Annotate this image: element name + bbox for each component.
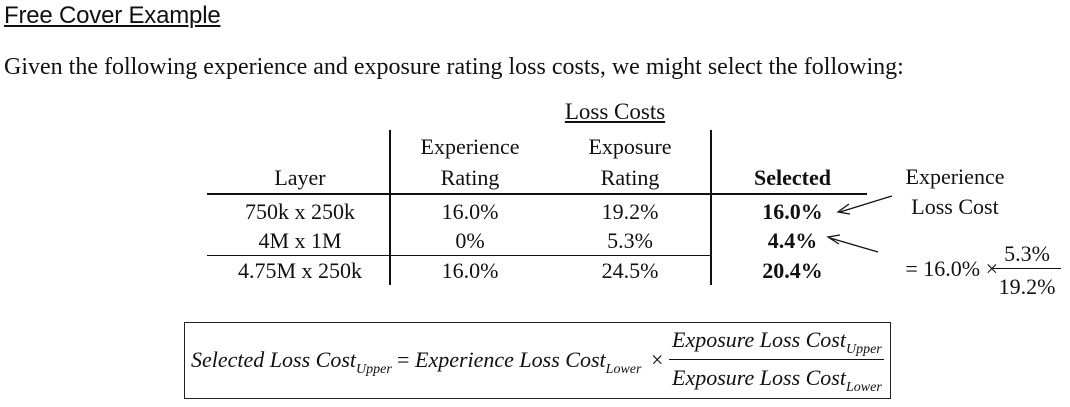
table-row-1-selected: 16.0%: [762, 199, 823, 224]
annotation-arrows: [826, 195, 893, 253]
header-exposure-line1: Exposure: [588, 134, 672, 159]
table-row-3-experience: 16.0%: [441, 258, 499, 283]
formula-num-sub: Upper: [845, 342, 882, 357]
formula-numerator: Exposure Loss CostUpper: [672, 327, 882, 358]
header-experience-line2: Rating: [440, 165, 500, 190]
table-row-2-layer: 4M x 1M: [258, 228, 342, 253]
formula-mid: Experience Loss CostLower: [415, 347, 641, 378]
header-exposure-line2: Rating: [600, 165, 660, 190]
formula-lhs-text: Selected Loss Cost: [191, 347, 356, 372]
formula-den-text: Exposure Loss Cost: [672, 365, 846, 390]
formula-lhs-sub: Upper: [356, 362, 392, 377]
annotation-calc-denominator: 19.2%: [998, 274, 1056, 299]
page-title: Free Cover Example: [4, 2, 221, 29]
loss-costs-header: Loss Costs: [564, 99, 666, 124]
formula-times: ×: [651, 347, 664, 372]
formula-fraction-bar: [669, 359, 884, 361]
table-row-3-exposure: 24.5%: [601, 258, 659, 283]
annotation-label-line2: Loss Cost: [911, 194, 999, 219]
table-row-3-layer: 4.75M x 250k: [237, 258, 363, 283]
formula-equals: =: [397, 347, 410, 372]
arrow-to-row2-head: [826, 234, 841, 245]
table-row-2-experience: 0%: [455, 228, 485, 253]
formula-denominator: Exposure Loss CostLower: [672, 365, 882, 396]
table-row-1-layer: 750k x 250k: [245, 199, 355, 224]
formula-mid-sub: Lower: [605, 362, 642, 377]
header-experience-line1: Experience: [420, 134, 520, 159]
divider-right: [710, 130, 712, 285]
header-layer: Layer: [274, 165, 326, 190]
row-rule: [207, 255, 712, 256]
intro-text: Given the following experience and expos…: [4, 54, 904, 80]
table-row-1-experience: 16.0%: [441, 199, 499, 224]
header-selected: Selected: [754, 165, 831, 190]
annotation-calc-prefix: = 16.0% ×: [905, 256, 998, 281]
formula-lhs: Selected Loss CostUpper: [191, 347, 392, 378]
arrow-to-row1-head: [836, 203, 851, 215]
table-row-2-selected: 4.4%: [767, 228, 818, 253]
annotation-fraction-bar: [993, 268, 1061, 270]
formula-num-text: Exposure Loss Cost: [672, 327, 846, 352]
formula-mid-text: Experience Loss Cost: [415, 347, 606, 372]
formula-den-sub: Lower: [845, 380, 882, 395]
arrow-to-row1-line: [839, 195, 893, 213]
arrow-to-row2-line: [829, 237, 879, 253]
formula-box: Selected Loss CostUpper = Experience Los…: [184, 322, 891, 399]
annotation-label-line1: Experience: [905, 164, 1005, 189]
annotation-calc-numerator: 5.3%: [1004, 241, 1050, 266]
table-row-2-exposure: 5.3%: [607, 228, 653, 253]
header-rule: [207, 193, 867, 195]
table-row-1-exposure: 19.2%: [601, 199, 659, 224]
table-row-3-selected: 20.4%: [762, 258, 823, 283]
divider-left: [389, 130, 391, 285]
